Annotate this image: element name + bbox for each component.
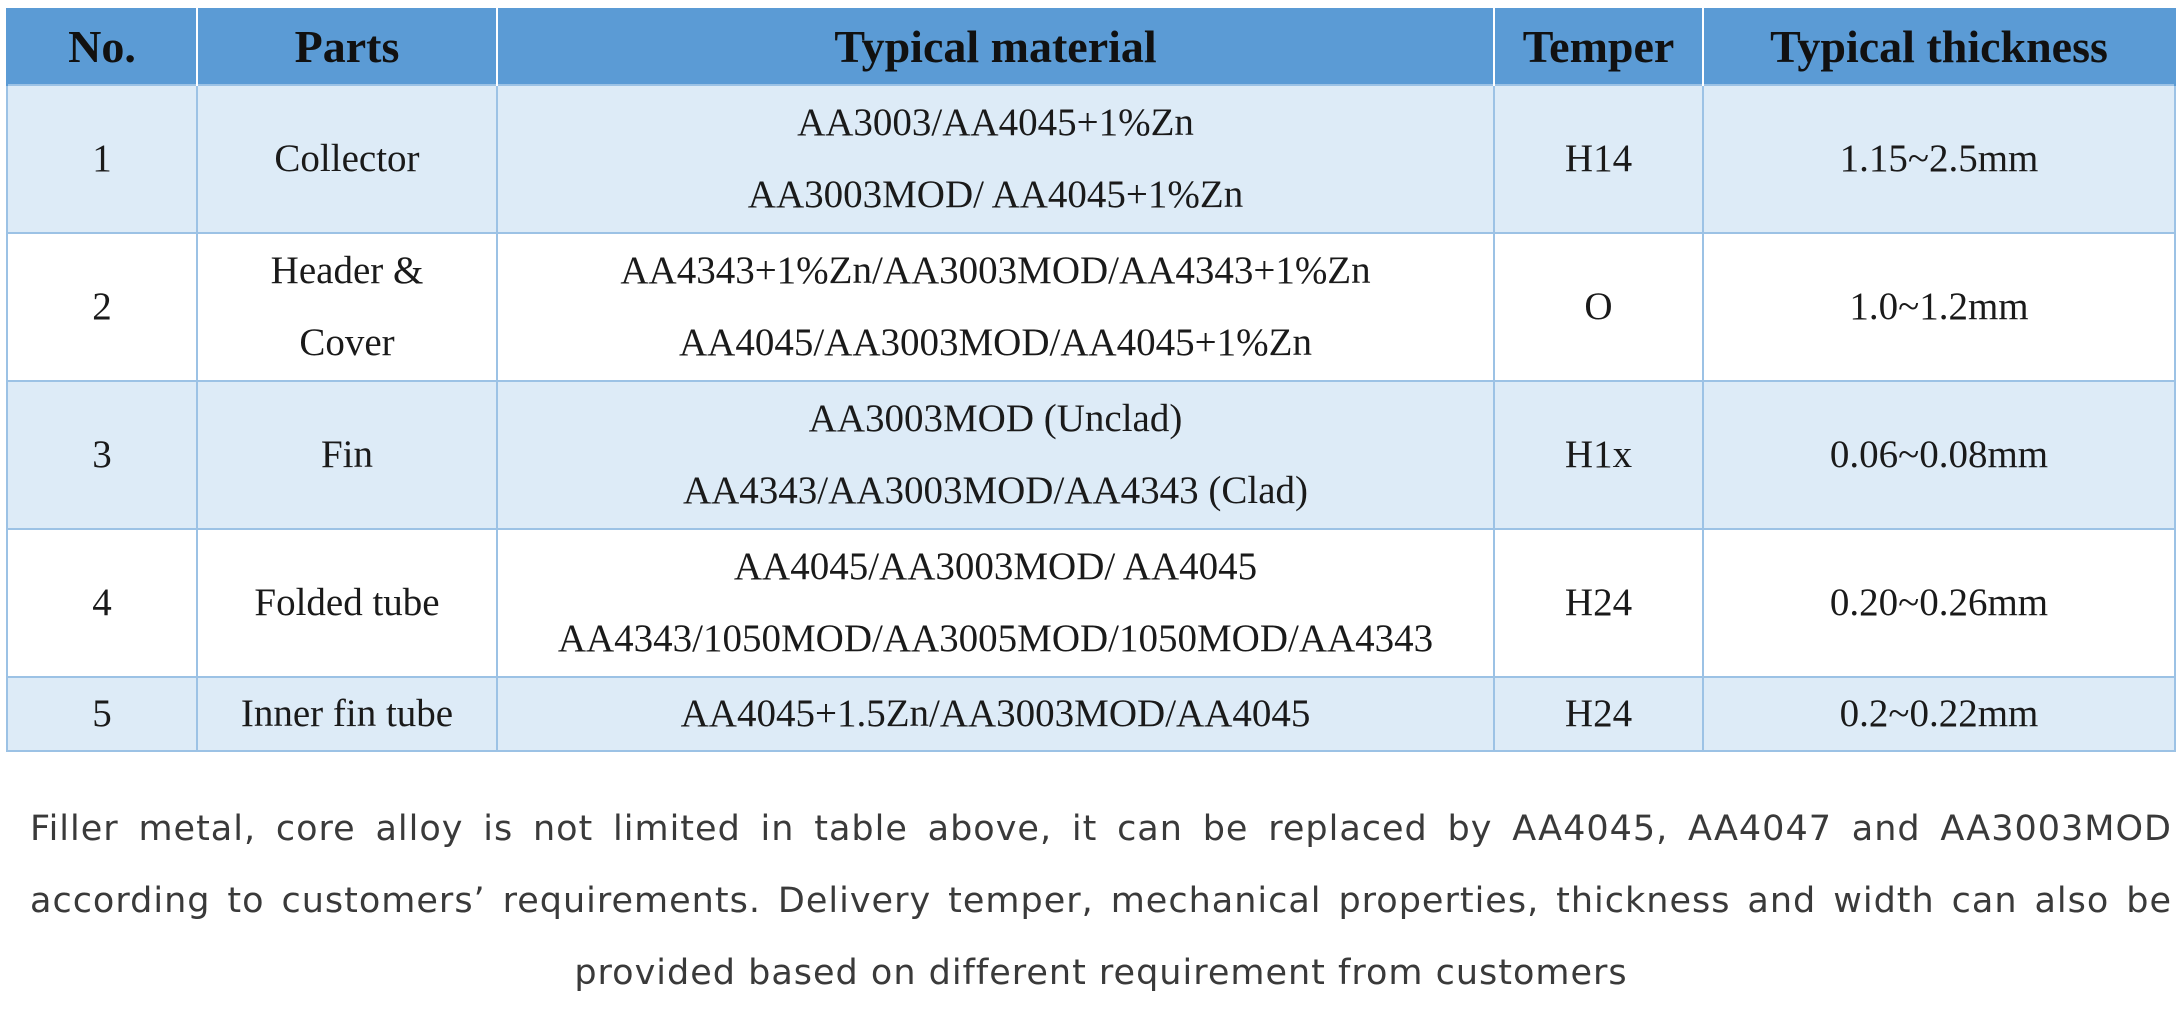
table-row: 2 Header & Cover AA4343+1%Zn/AA3003MOD/A… [6,232,2176,382]
cell-thickness: 1.0~1.2mm [1702,232,2176,382]
header-temper: Temper [1493,8,1704,85]
table-header-row: No. Parts Typical material Temper Typica… [6,8,2176,85]
materials-table: No. Parts Typical material Temper Typica… [6,8,2176,752]
cell-parts: Fin [196,380,498,530]
material-line: AA3003MOD (Unclad) [808,397,1183,440]
cell-parts: Collector [196,84,498,234]
footnote-paragraph: Filler metal, core alloy is not limited … [30,809,2172,993]
table-row: 5 Inner fin tube AA4045+1.5Zn/AA3003MOD/… [6,676,2176,752]
cell-parts: Inner fin tube [196,676,498,752]
cell-temper: O [1493,232,1704,382]
cell-thickness: 0.2~0.22mm [1702,676,2176,752]
cell-material: AA3003/AA4045+1%Zn AA3003MOD/ AA4045+1%Z… [496,84,1495,234]
cell-temper: H24 [1493,676,1704,752]
cell-thickness: 0.20~0.26mm [1702,528,2176,678]
header-parts: Parts [196,8,498,85]
cell-no: 1 [6,84,198,234]
parts-line: Fin [320,433,374,476]
cell-parts: Header & Cover [196,232,498,382]
header-material: Typical material [496,8,1495,85]
cell-no: 5 [6,676,198,752]
cell-no: 3 [6,380,198,530]
table-row: 3 Fin AA3003MOD (Unclad) AA4343/AA3003MO… [6,380,2176,530]
cell-thickness: 1.15~2.5mm [1702,84,2176,234]
cell-thickness: 0.06~0.08mm [1702,380,2176,530]
header-thickness: Typical thickness [1702,8,2176,85]
parts-line: Header & [270,249,424,292]
material-line: AA4045/AA3003MOD/ AA4045 [733,545,1258,588]
cell-parts: Folded tube [196,528,498,678]
cell-temper: H1x [1493,380,1704,530]
cell-material: AA4045/AA3003MOD/ AA4045 AA4343/1050MOD/… [496,528,1495,678]
material-line: AA4343+1%Zn/AA3003MOD/AA4343+1%Zn [620,249,1371,292]
parts-line: Folded tube [254,581,440,624]
table-row: 1 Collector AA3003/AA4045+1%Zn AA3003MOD… [6,84,2176,234]
parts-line: Cover [299,321,395,364]
table-row: 4 Folded tube AA4045/AA3003MOD/ AA4045 A… [6,528,2176,678]
cell-temper: H14 [1493,84,1704,234]
material-line: AA3003MOD/ AA4045+1%Zn [747,173,1244,216]
material-line: AA4343/AA3003MOD/AA4343 (Clad) [682,469,1309,512]
cell-material: AA4045+1.5Zn/AA3003MOD/AA4045 [496,676,1495,752]
materials-table-container: No. Parts Typical material Temper Typica… [6,8,2176,752]
material-line: AA3003/AA4045+1%Zn [797,101,1194,144]
material-line: AA4045/AA3003MOD/AA4045+1%Zn [679,321,1312,364]
cell-temper: H24 [1493,528,1704,678]
cell-material: AA4343+1%Zn/AA3003MOD/AA4343+1%Zn AA4045… [496,232,1495,382]
header-no: No. [6,8,198,85]
cell-no: 2 [6,232,198,382]
parts-line: Collector [274,137,420,180]
material-line: AA4045+1.5Zn/AA3003MOD/AA4045 [680,692,1311,735]
material-line: AA4343/1050MOD/AA3005MOD/1050MOD/AA4343 [557,617,1434,660]
cell-material: AA3003MOD (Unclad) AA4343/AA3003MOD/AA43… [496,380,1495,530]
cell-no: 4 [6,528,198,678]
parts-line: Inner fin tube [240,692,454,735]
